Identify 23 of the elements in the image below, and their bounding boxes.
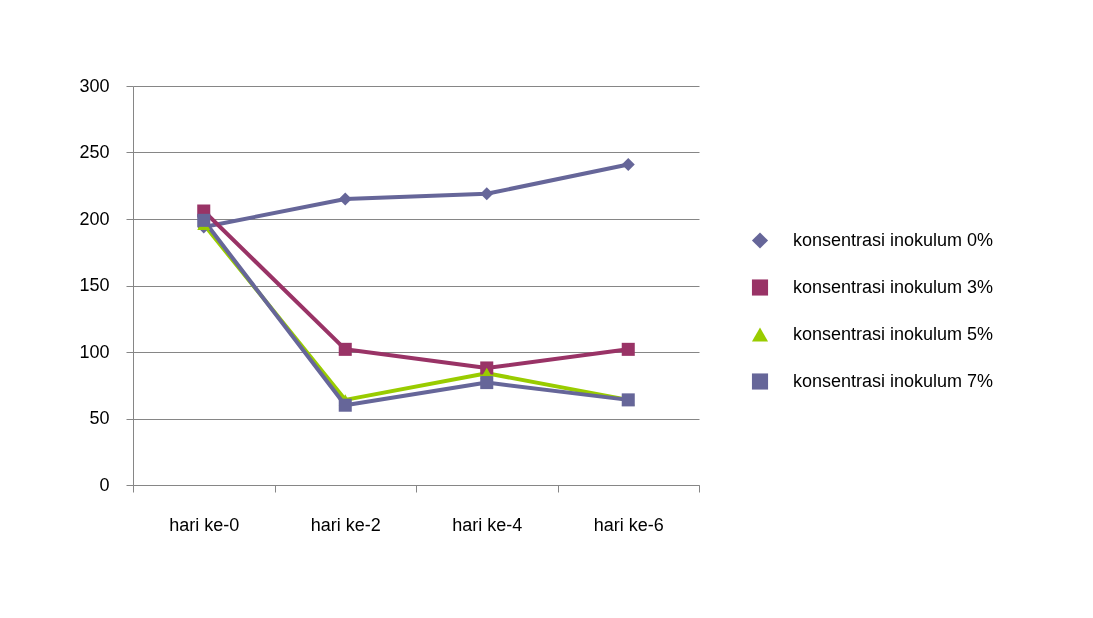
y-tick-label: 150: [79, 275, 110, 295]
y-tick-label: 50: [89, 408, 110, 428]
point: [338, 192, 352, 206]
point: [621, 342, 635, 356]
point: [338, 398, 352, 412]
point: [621, 157, 635, 171]
point: [197, 213, 211, 227]
point: [480, 376, 494, 390]
y-tick-label: 300: [79, 75, 110, 96]
y-tick-label: 0: [99, 474, 110, 495]
x-tick-label: hari ke-6: [593, 514, 664, 535]
y-tick-label: 200: [79, 208, 110, 229]
legend-label: konsentrasi inokulum 5%: [793, 323, 994, 344]
y-tick-label: 100: [79, 341, 110, 362]
legend-label: konsentrasi inokulum 7%: [793, 370, 994, 391]
x-tick-label: hari ke-0: [169, 514, 240, 535]
legend-label: konsentrasi inokulum 0%: [793, 229, 994, 250]
x-tick-label: hari ke-4: [452, 514, 523, 535]
legend-label: konsentrasi inokulum 3%: [793, 276, 994, 297]
x-tick-label: hari ke-2: [310, 514, 381, 535]
point: [480, 187, 494, 201]
point: [338, 342, 352, 356]
y-tick-label: 250: [79, 142, 110, 162]
